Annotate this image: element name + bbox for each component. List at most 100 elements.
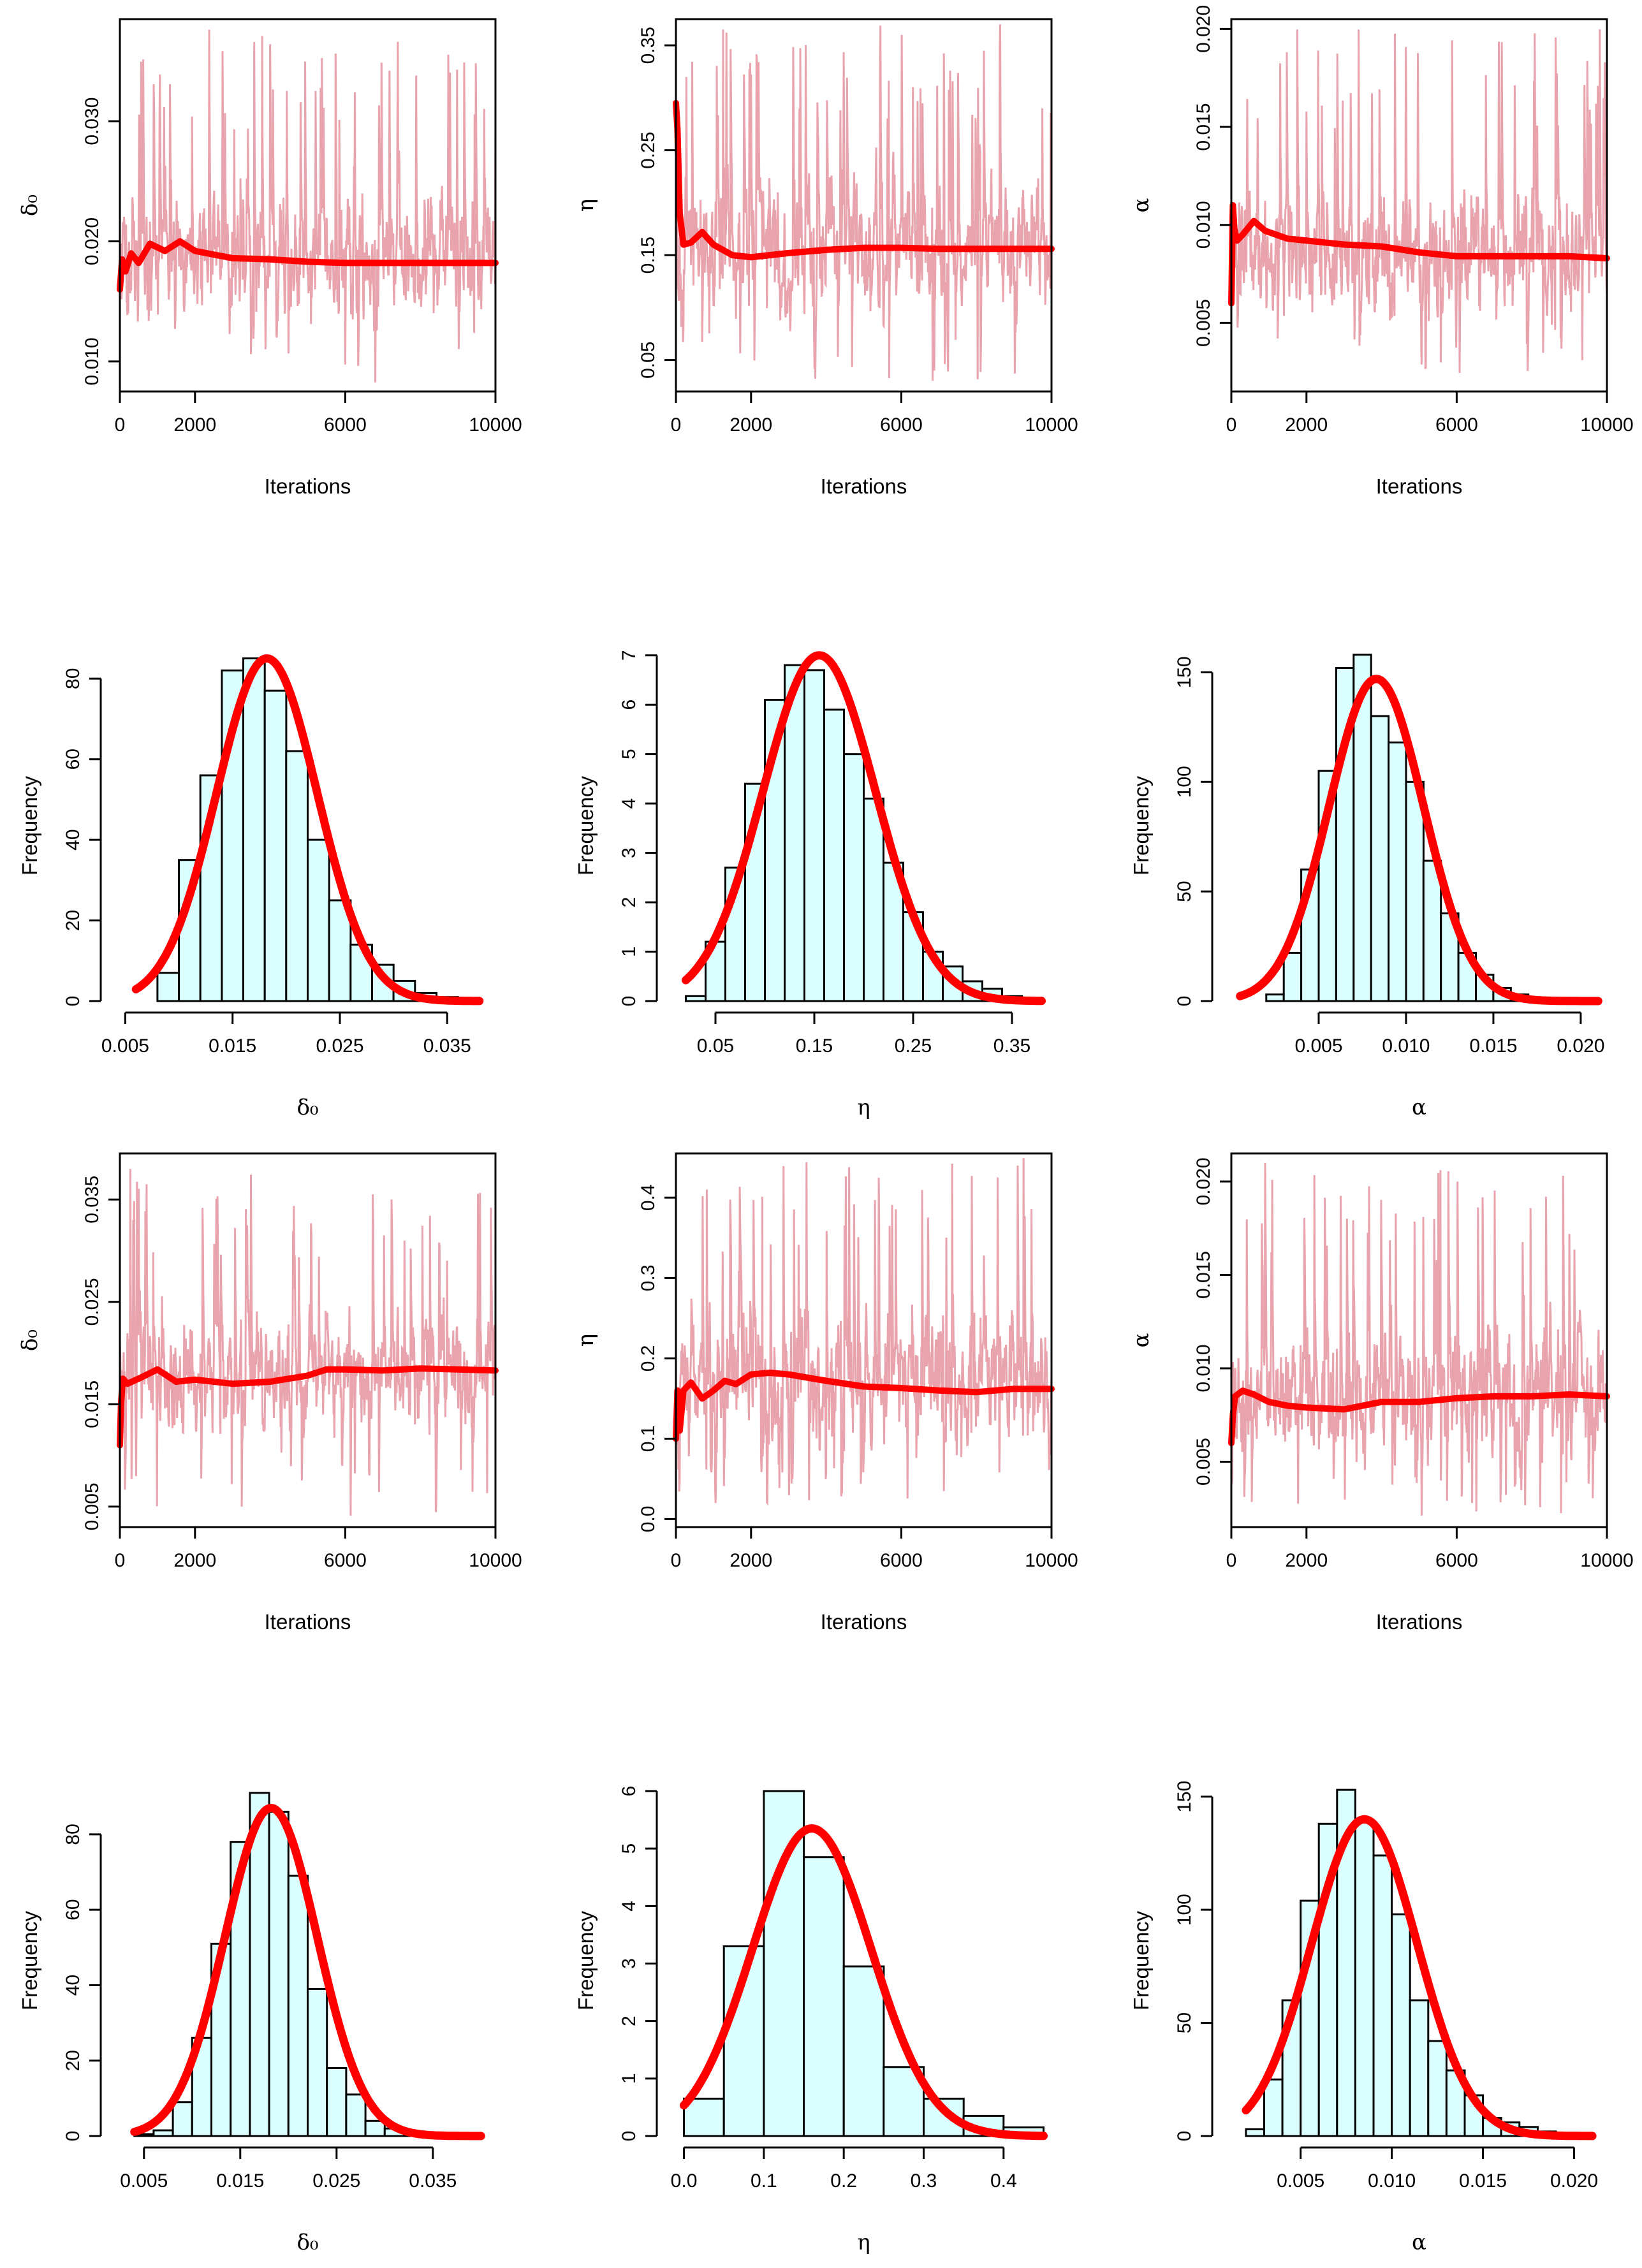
y-tick-label: 0.030 xyxy=(82,98,103,145)
y-axis-title: δ₀ xyxy=(17,194,43,216)
hist-bar xyxy=(326,2067,348,2137)
y-tick-label: 0.015 xyxy=(1193,1251,1214,1299)
y-tick-label: 0 xyxy=(1174,996,1195,1007)
panel-trace-alpha-2: 0 2000 6000 10000 0.005 0.010 0.015 0.020 Iterat… xyxy=(1129,1152,1634,1634)
y-axis-title: η xyxy=(573,199,599,212)
hist-bar xyxy=(1265,993,1285,1002)
y-tick-label: 0.2 xyxy=(638,1345,659,1372)
x-tick-label: 0.05 xyxy=(697,1035,734,1057)
x-tick-label: 0 xyxy=(115,414,126,435)
y-tick-label: 0.015 xyxy=(1193,103,1214,151)
x-tick-label: 10000 xyxy=(1025,1550,1078,1571)
density-curve xyxy=(680,1824,1048,2140)
panel-trace-eta-2: 0 2000 6000 10000 0.0 0.1 0.2 0.3 0.4 Iterations η xyxy=(573,1152,1078,1634)
x-tick-label: 0.4 xyxy=(990,2170,1017,2191)
y-tick-label: 0 xyxy=(619,2131,640,2142)
hist-bar xyxy=(842,1965,885,2137)
y-tick-label: 150 xyxy=(1174,1781,1195,1813)
y-tick-label: 0.020 xyxy=(82,217,103,265)
hist-bar xyxy=(1391,1913,1411,2137)
hist-bar xyxy=(364,2119,386,2137)
y-tick-label: 0.010 xyxy=(82,337,103,385)
x-tick-label: 10000 xyxy=(1580,1550,1633,1571)
x-tick-label: 10000 xyxy=(1025,414,1078,435)
x-tick-label: 6000 xyxy=(324,414,367,435)
x-axis-title: Iterations xyxy=(821,1610,907,1634)
x-tick-label: 0.005 xyxy=(120,2170,168,2191)
x-tick-label: 0.035 xyxy=(423,1035,471,1057)
hist-bar xyxy=(1409,1999,1430,2137)
hist-bar xyxy=(843,753,865,1002)
hist-bar xyxy=(1282,951,1303,1002)
y-tick-label: 4 xyxy=(619,1901,640,1912)
x-tick-label: 6000 xyxy=(1435,1550,1478,1571)
hist-bar xyxy=(1354,1820,1375,2137)
x-axis-title: α xyxy=(1412,1095,1426,1120)
density-curve xyxy=(1242,1815,1597,2140)
hist-bar xyxy=(345,2093,367,2137)
hist-bar xyxy=(1263,2078,1284,2137)
x-tick-label: 0.020 xyxy=(1550,2170,1598,2191)
x-tick-label: 0.0 xyxy=(671,2170,698,2191)
x-axis-title: Iterations xyxy=(265,1610,351,1634)
y-axis-title: Frequency xyxy=(574,776,597,875)
panel-trace-eta-1: 0 2000 6000 10000 0.05 0.15 0.25 0.35 Iterations… xyxy=(573,18,1078,498)
x-tick-label: 2000 xyxy=(729,1550,772,1571)
x-tick-label: 0.25 xyxy=(895,1035,932,1057)
x-tick-label: 10000 xyxy=(1580,414,1633,435)
hist-bar xyxy=(1370,715,1390,1002)
x-axis-title: η xyxy=(857,1095,870,1120)
y-tick-label: 0.015 xyxy=(82,1380,103,1428)
panel-trace-alpha-1: 0 2000 6000 10000 0.005 0.010 0.015 0.020 Iterat… xyxy=(1129,5,1634,498)
hist-bar xyxy=(263,689,288,1002)
hist-bar xyxy=(191,2037,212,2137)
y-tick-label: 150 xyxy=(1174,656,1195,688)
y-tick-label: 0.010 xyxy=(1193,201,1214,249)
y-tick-label: 40 xyxy=(62,829,84,850)
x-axis-title: Iterations xyxy=(1376,1610,1463,1634)
y-tick-label: 0 xyxy=(62,996,84,1007)
x-axis-title: Iterations xyxy=(265,474,351,498)
x-tick-label: 10000 xyxy=(469,1550,522,1571)
y-tick-label: 0.005 xyxy=(82,1482,103,1530)
density-curve xyxy=(682,651,1046,1006)
x-axis-title: δ₀ xyxy=(297,2230,318,2255)
x-tick-label: 2000 xyxy=(173,1550,216,1571)
x-tick-label: 0 xyxy=(115,1550,126,1571)
y-axis-title: Frequency xyxy=(18,776,41,875)
y-tick-label: 20 xyxy=(62,910,84,931)
x-tick-label: 0.025 xyxy=(316,1035,363,1057)
y-tick-label: 0.25 xyxy=(638,131,659,168)
running-mean-line xyxy=(673,99,1055,261)
panel-trace-delta0-2: 0 2000 6000 10000 0.005 0.015 0.025 0.035 Iterat… xyxy=(17,1152,522,1634)
y-tick-label: 80 xyxy=(62,668,84,689)
panel-hist-delta0-1: 0.005 0.015 0.025 0.035 0 20 40 60 80 δ₀ Frequency xyxy=(18,654,484,1120)
y-axis-title: α xyxy=(1129,198,1154,212)
x-tick-label: 0.015 xyxy=(216,2170,264,2191)
hist-bar xyxy=(1427,2040,1448,2137)
panel-hist-delta0-2: 0.005 0.015 0.025 0.035 0 20 40 60 80 δ₀ Frequency xyxy=(18,1792,485,2255)
x-axis-title: η xyxy=(857,2230,870,2255)
panel-hist-eta-2: 0.0 0.1 0.2 0.3 0.4 0 1 2 3 4 5 6 η Frequency xyxy=(574,1786,1048,2255)
running-mean-line xyxy=(117,238,499,293)
x-tick-label: 0.35 xyxy=(993,1035,1030,1057)
y-tick-label: 60 xyxy=(62,749,84,770)
y-tick-label: 6 xyxy=(619,1786,640,1797)
y-tick-label: 6 xyxy=(619,699,640,710)
y-tick-label: 0.0 xyxy=(638,1506,659,1533)
x-tick-label: 6000 xyxy=(880,414,923,435)
x-tick-label: 0.015 xyxy=(1459,2170,1507,2191)
hist-bar xyxy=(1388,741,1407,1002)
hist-bar xyxy=(823,708,845,1002)
density-curve xyxy=(1236,675,1602,1006)
y-tick-label: 50 xyxy=(1174,881,1195,902)
y-tick-label: 0.020 xyxy=(1193,1157,1214,1205)
hist-bar xyxy=(152,2129,174,2137)
y-axis-title: η xyxy=(573,1334,599,1347)
hist-bar xyxy=(685,995,707,1002)
y-axis-title: α xyxy=(1129,1333,1154,1347)
hist-bar xyxy=(328,899,352,1002)
x-tick-label: 0.035 xyxy=(409,2170,457,2191)
y-tick-label: 2 xyxy=(619,897,640,908)
panel-hist-alpha-2: 0.005 0.010 0.015 0.020 0 50 100 150 α Frequency xyxy=(1129,1781,1598,2255)
